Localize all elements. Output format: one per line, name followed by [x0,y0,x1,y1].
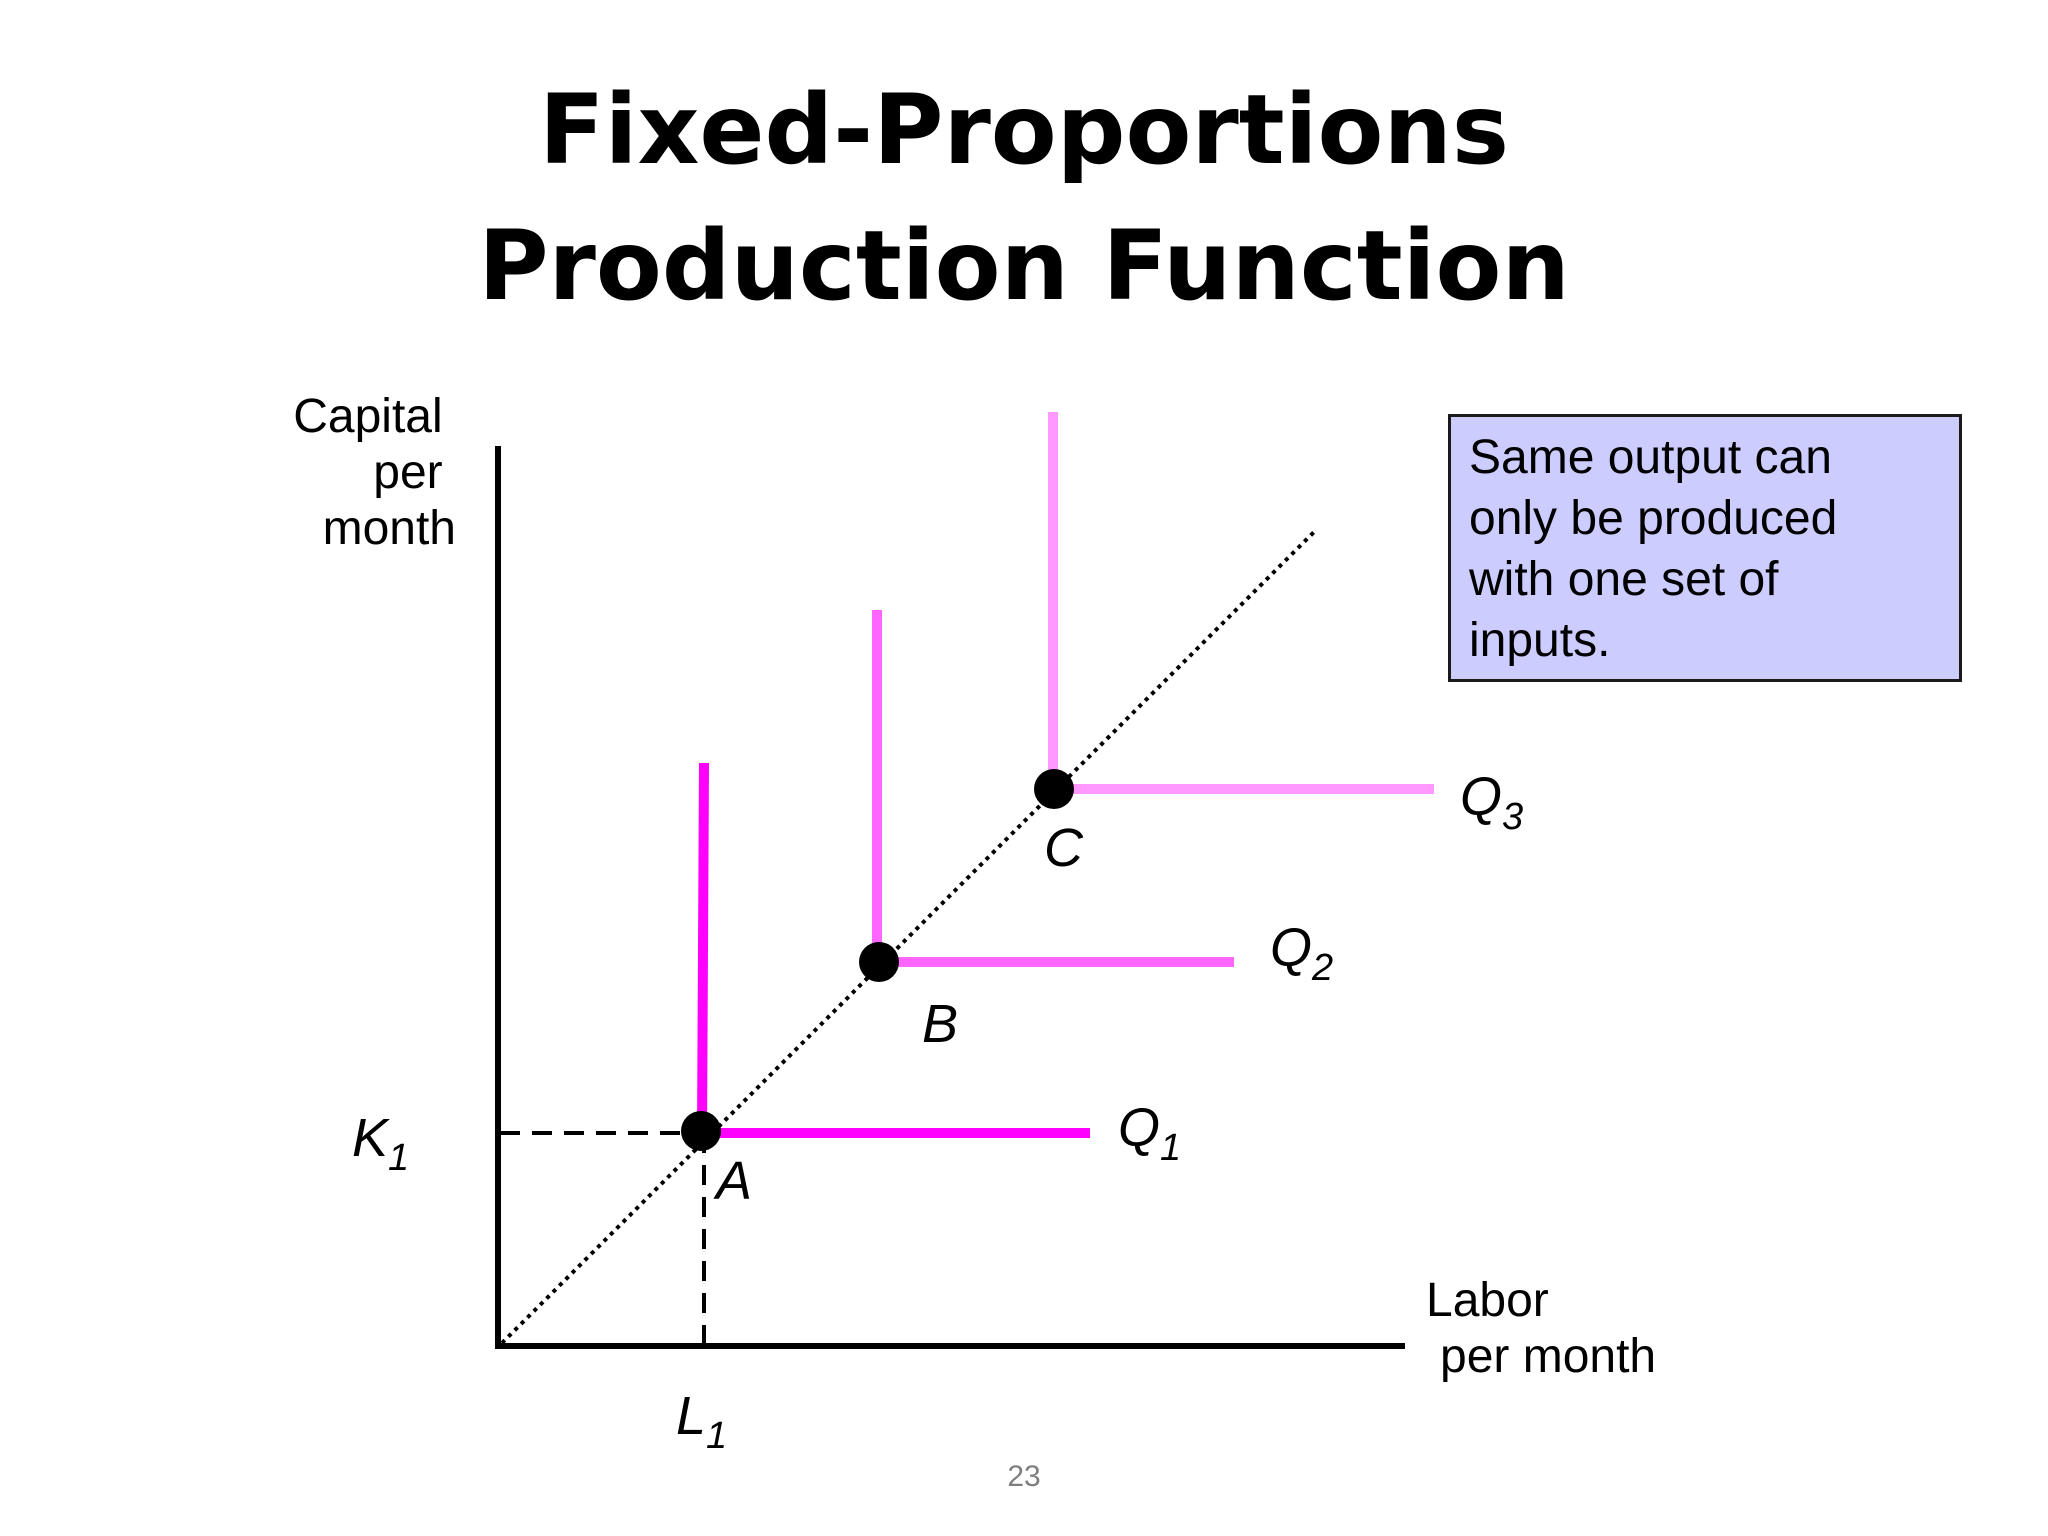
page-number: 23 [1007,1460,1041,1493]
explanation-note-box: Same output can only be produced with on… [1448,414,1962,682]
point-c-marker [1034,769,1074,809]
q1-label-main: Q [1118,1098,1160,1158]
note-line-1: Same output can [1469,431,1832,484]
y-axis-title: Capital per month [293,390,456,555]
x-axis-title-line-1: Labor [1426,1274,1549,1327]
point-a-label: A [713,1151,752,1211]
q2-label-main: Q [1270,918,1312,978]
title-line-1: Fixed-Proportions [539,74,1509,186]
isoquant-q3 [1048,412,1434,794]
q3-label-main: Q [1460,767,1502,827]
l1-tick-label: L1 [676,1386,727,1457]
expansion-path-line [500,528,1318,1345]
y-axis-title-line-3: month [323,502,456,555]
k1-sub: 1 [388,1137,409,1179]
point-b-marker [859,942,899,982]
l1-main: L [676,1386,706,1446]
q1-label: Q1 [1118,1098,1181,1169]
point-c-label: C [1044,818,1084,878]
y-axis-title-line-2: per [373,446,442,499]
point-a-marker [681,1111,721,1151]
x-axis-title: Labor per month [1426,1274,1656,1383]
isoquant-q1 [696,762,1090,1138]
x-axis-title-line-2: per month [1440,1330,1656,1383]
q3-label-sub: 3 [1502,796,1523,838]
y-axis-title-line-1: Capital [293,390,442,443]
q2-label: Q2 [1270,918,1333,989]
q2-label-sub: 2 [1311,947,1333,989]
note-line-3: with one set of [1469,553,1779,606]
q3-label: Q3 [1460,767,1523,838]
point-b-label: B [922,994,958,1054]
k1-main: K [352,1108,390,1168]
l1-sub: 1 [706,1415,727,1457]
note-line-2: only be produced [1469,492,1838,545]
slide-title: Fixed-Proportions Production Function [0,62,2048,334]
note-line-4: inputs. [1469,614,1611,667]
title-line-2: Production Function [478,210,1570,322]
k1-tick-label: K1 [352,1108,409,1179]
q1-label-sub: 1 [1160,1127,1181,1169]
